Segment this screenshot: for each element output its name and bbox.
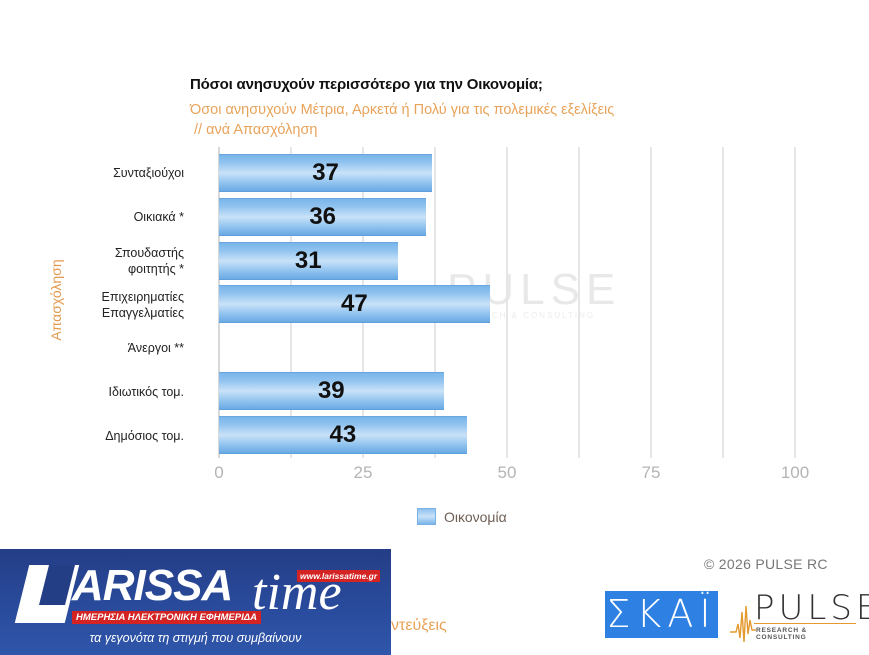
- category-label: Οικιακά *: [133, 210, 184, 224]
- copyright-text: © 2026 PULSE RC: [704, 556, 828, 572]
- skai-logo: ΣΚΑΪ: [605, 591, 718, 638]
- category-label: Δημόσιος τομ.: [105, 429, 184, 443]
- bar-idiotikos: [219, 372, 444, 410]
- larissa-tagline: ΗΜΕΡΗΣΙΑ ΗΛΕΚΤΡΟΝΙΚΗ ΕΦΗΜΕΡΙΔΑ: [72, 611, 261, 624]
- y-axis-title: Απασχόληση: [48, 259, 64, 341]
- gridline: [722, 147, 724, 458]
- larissa-brand-text: ARISSA: [72, 561, 233, 610]
- legend-item[interactable]: Οικονομία: [417, 508, 507, 525]
- pulse-wave-icon: [730, 605, 756, 643]
- bar-syntaxiouxoi: [219, 154, 433, 192]
- category-label: Συνταξιούχοι: [113, 166, 184, 180]
- bar-spoudastis: [219, 242, 398, 280]
- x-tick-label: 50: [497, 463, 517, 482]
- larissatime-banner[interactable]: ARISSA time www.larissatime.gr ΗΜΕΡΗΣΙΑ …: [0, 549, 391, 655]
- x-tick-label: 0: [214, 463, 224, 482]
- chart-title: Πόσοι ανησυχούν περισσότερο για την Οικο…: [190, 76, 543, 93]
- pulse-logo-text: PULSE: [754, 588, 869, 628]
- larissa-slogan: τα γεγονότα τη στιγμή που συμβαίνουν: [89, 631, 302, 645]
- gridline: [794, 147, 796, 458]
- gridline: [506, 147, 508, 458]
- legend-label: Οικονομία: [444, 508, 507, 525]
- gridline: [650, 147, 652, 458]
- category-label: Σπουδαστής φοιτητής *: [114, 246, 184, 276]
- bar-value-label: 31: [294, 247, 322, 274]
- bar-oikiaka: [219, 198, 427, 236]
- gridline: [578, 147, 580, 458]
- bar-value-label: 37: [312, 159, 339, 186]
- pulse-logo-divider: [754, 623, 856, 624]
- bar-dimosios: [219, 416, 467, 454]
- bar-value-label: 47: [341, 290, 368, 317]
- larissa-url: www.larissatime.gr: [297, 570, 381, 582]
- bar-value-label: 36: [309, 203, 337, 230]
- category-label: Άνεργοι **: [127, 341, 184, 355]
- legend-swatch-icon: [417, 508, 436, 525]
- category-label: Ιδιωτικός τομ.: [108, 385, 184, 399]
- bar-value-label: 39: [317, 377, 345, 404]
- x-tick-label: 100: [780, 463, 810, 482]
- chart-subtitle: Όσοι ανησυχούν Μέτρια, Αρκετά ή Πολύ για…: [190, 102, 615, 138]
- pulse-logo-subtext: RESEARCH & CONSULTING: [756, 627, 807, 641]
- partial-footnote-text: ντεύξεις: [391, 617, 447, 634]
- x-tick-label: 25: [353, 463, 373, 482]
- bar-value-label: 43: [329, 421, 357, 448]
- pulse-logo: PULSE RESEARCH & CONSULTING: [730, 588, 869, 643]
- category-label: Επιχειρηματίες Επαγγελματίες: [101, 290, 184, 320]
- x-tick-label: 75: [641, 463, 661, 482]
- watermark-subtext: RESEARCH & CONSULTING: [447, 311, 596, 320]
- bar-epixeirimaties: [219, 285, 490, 323]
